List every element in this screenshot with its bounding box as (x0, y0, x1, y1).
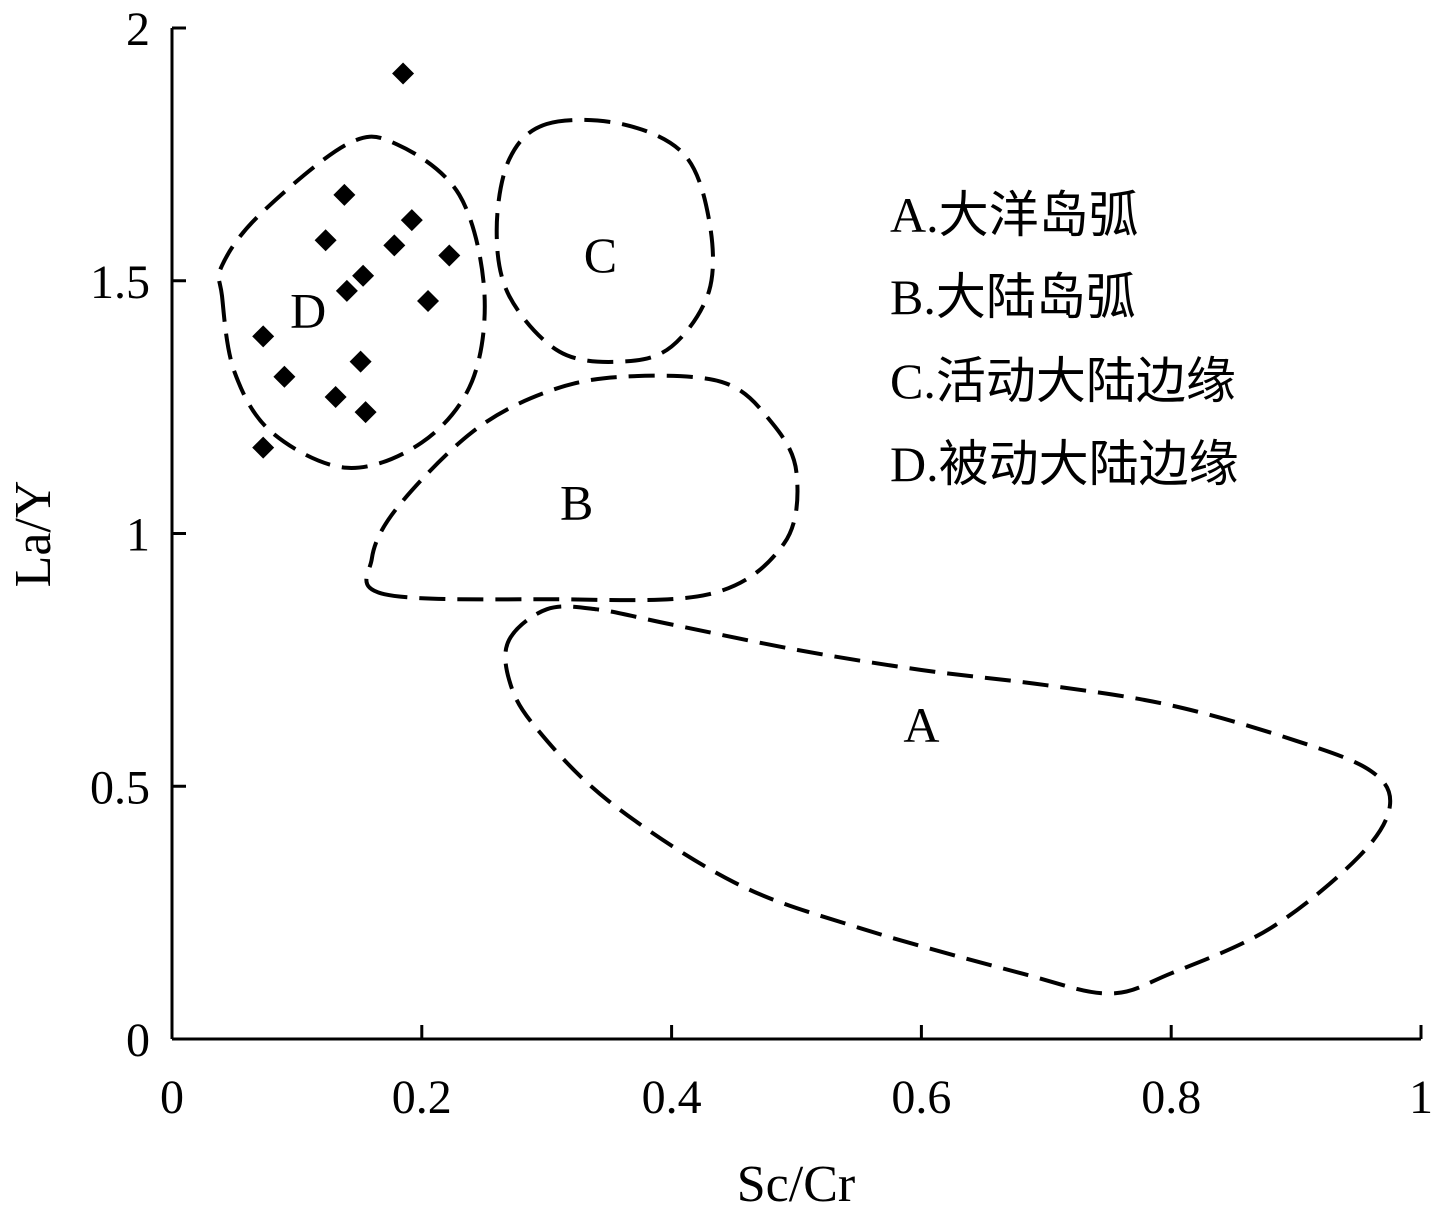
y-tick-label: 1 (126, 509, 150, 562)
data-point (252, 436, 275, 459)
data-point (392, 62, 415, 85)
region-d-label: D (290, 283, 326, 339)
y-axis-title: La/Y (5, 481, 62, 588)
data-point (273, 365, 296, 388)
legend: A.大洋岛弧 B.大陆岛弧 C.活动大陆边缘 D.被动大陆边缘 (890, 187, 1239, 492)
data-point (349, 350, 372, 373)
legend-item-b: B.大陆岛弧 (890, 269, 1136, 325)
x-tick-label: 1 (1409, 1071, 1433, 1124)
x-tick-label: 0.4 (642, 1071, 702, 1124)
ticks-layer: 0 0.2 0.4 0.6 0.8 1 0 0.5 1 1.5 2 (90, 3, 1433, 1124)
region-a-outline (503, 604, 1393, 996)
legend-item-d: D.被动大陆边缘 (890, 436, 1239, 492)
regions-layer: A B C D (216, 117, 1393, 996)
y-tick-label: 0 (126, 1014, 150, 1067)
legend-item-c: C.活动大陆边缘 (890, 353, 1236, 409)
data-point (333, 183, 356, 206)
data-point (314, 229, 337, 252)
y-tick-label: 0.5 (90, 761, 150, 814)
data-point (383, 234, 406, 257)
x-tick-label: 0.8 (1141, 1071, 1201, 1124)
data-point (352, 264, 375, 287)
data-point (252, 325, 275, 348)
x-axis-title: Sc/Cr (737, 1156, 855, 1213)
data-point (417, 289, 440, 312)
data-point (324, 386, 347, 409)
y-tick-label: 2 (126, 3, 150, 56)
region-b-outline (364, 373, 800, 603)
data-point (335, 279, 358, 302)
y-tick-label: 1.5 (90, 256, 150, 309)
region-d-outline (216, 134, 487, 470)
data-point (400, 209, 423, 232)
data-point (438, 244, 461, 267)
region-b-label: B (560, 475, 593, 531)
legend-item-a: A.大洋岛弧 (890, 187, 1139, 243)
x-tick-label: 0 (160, 1071, 184, 1124)
region-a-label: A (903, 697, 939, 753)
region-c-outline (494, 117, 716, 364)
region-c-label: C (584, 227, 617, 283)
data-point (354, 401, 377, 424)
points-layer (252, 62, 461, 459)
x-tick-label: 0.6 (891, 1071, 951, 1124)
x-tick-label: 0.2 (392, 1071, 452, 1124)
